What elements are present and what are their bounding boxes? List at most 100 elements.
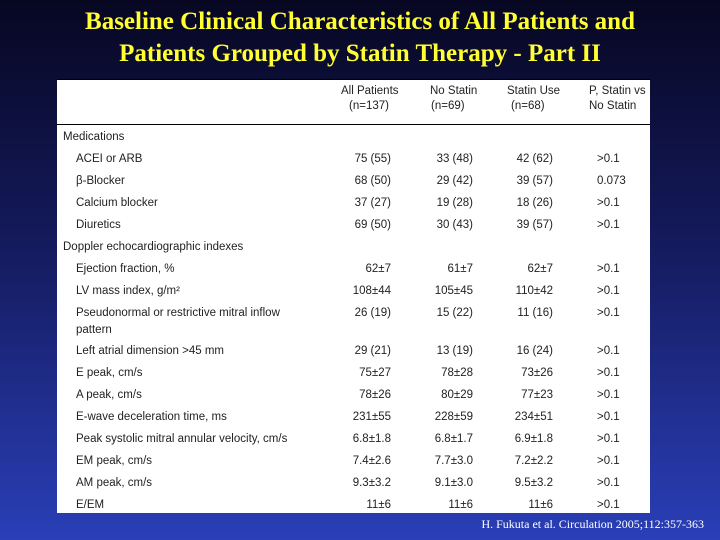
cell-statin-use: 73±26 bbox=[521, 367, 553, 379]
row-label: E-wave deceleration time, ms bbox=[76, 411, 227, 423]
table-row: Peak systolic mitral annular velocity, c… bbox=[57, 428, 650, 450]
cell-statin-use: 39 (57) bbox=[516, 219, 553, 231]
cell-statin-use: 39 (57) bbox=[516, 175, 553, 187]
table-row: AM peak, cm/s 9.3±3.2 9.1±3.0 9.5±3.2 >0.1 bbox=[57, 472, 650, 494]
table-row: E/EM 11±6 11±6 11±6 >0.1 bbox=[57, 494, 650, 516]
header-rule bbox=[57, 124, 650, 125]
cell-all-patients: 78±26 bbox=[359, 389, 391, 401]
cell-no-statin: 15 (22) bbox=[436, 307, 473, 319]
cell-all-patients: 9.3±3.2 bbox=[352, 477, 391, 489]
table-row: E peak, cm/s 75±27 78±28 73±26 >0.1 bbox=[57, 362, 650, 384]
cell-all-patients: 7.4±2.6 bbox=[352, 455, 391, 467]
row-label: AM peak, cm/s bbox=[76, 477, 153, 489]
cell-statin-use: 11 (16) bbox=[517, 307, 553, 319]
table-row: Calcium blocker 37 (27) 19 (28) 18 (26) >0.1 bbox=[57, 192, 650, 214]
cell-no-statin: 78±28 bbox=[441, 367, 473, 379]
cell-p-value: >0.1 bbox=[597, 499, 620, 511]
cell-statin-use: 62±7 bbox=[527, 263, 554, 275]
row-label: ACEI or ARB bbox=[76, 153, 143, 165]
title-line-2: Patients Grouped by Statin Therapy - Par… bbox=[119, 40, 601, 67]
row-label: Calcium blocker bbox=[76, 197, 158, 209]
title-line-1: Baseline Clinical Characteristics of All… bbox=[85, 8, 635, 35]
section-label: Doppler echocardiographic indexes bbox=[63, 241, 244, 253]
header-p-value: P, Statin vs No Statin bbox=[589, 85, 646, 112]
cell-p-value: 0.073 bbox=[597, 175, 626, 187]
table-row: ACEI or ARB 75 (55) 33 (48) 42 (62) >0.1 bbox=[57, 148, 650, 170]
cell-p-value: >0.1 bbox=[597, 477, 620, 489]
section-header-row: Doppler echocardiographic indexes bbox=[57, 236, 650, 258]
cell-no-statin: 33 (48) bbox=[436, 153, 473, 165]
cell-all-patients: 6.8±1.8 bbox=[352, 433, 391, 445]
table-row: E-wave deceleration time, ms 231±55 228±59… bbox=[57, 406, 650, 428]
cell-all-patients: 62±7 bbox=[365, 263, 392, 275]
cell-no-statin: 80±29 bbox=[441, 389, 473, 401]
cell-all-patients: 11±6 bbox=[366, 499, 391, 511]
cell-p-value: >0.1 bbox=[597, 367, 620, 379]
cell-all-patients: 29 (21) bbox=[354, 345, 391, 357]
citation: H. Fukuta et al. Circulation 2005;112:35… bbox=[481, 517, 704, 531]
row-label: LV mass index, g/m² bbox=[76, 285, 180, 297]
cell-no-statin: 105±45 bbox=[434, 285, 473, 297]
cell-all-patients: 68 (50) bbox=[354, 175, 391, 187]
row-label: A peak, cm/s bbox=[76, 389, 142, 401]
row-label: Diuretics bbox=[76, 219, 121, 231]
row-label: E peak, cm/s bbox=[76, 367, 143, 379]
cell-p-value: >0.1 bbox=[597, 153, 620, 165]
table-row: LV mass index, g/m² 108±44 105±45 110±42 >0.… bbox=[57, 280, 650, 302]
table-row: β-Blocker 68 (50) 29 (42) 39 (57) 0.073 bbox=[57, 170, 650, 192]
row-label: E/EM bbox=[76, 499, 105, 511]
cell-p-value: >0.1 bbox=[597, 345, 620, 357]
row-label: Ejection fraction, % bbox=[76, 263, 175, 275]
cell-all-patients: 75±27 bbox=[359, 367, 391, 379]
cell-p-value: >0.1 bbox=[597, 263, 620, 275]
table-row: Left atrial dimension >45 mm 29 (21) 13 (1… bbox=[57, 340, 650, 362]
cell-statin-use: 11±6 bbox=[528, 499, 553, 511]
header-no-statin: No Statin (n=69) bbox=[430, 85, 478, 112]
cell-p-value: >0.1 bbox=[597, 433, 620, 445]
cell-no-statin: 61±7 bbox=[447, 263, 474, 275]
table-row: A peak, cm/s 78±26 80±29 77±23 >0.1 bbox=[57, 384, 650, 406]
cell-no-statin: 19 (28) bbox=[436, 197, 473, 209]
cell-no-statin: 29 (42) bbox=[436, 175, 473, 187]
cell-no-statin: 6.8±1.7 bbox=[434, 433, 473, 445]
cell-p-value: >0.1 bbox=[597, 307, 620, 319]
row-label: Peak systolic mitral annular velocity, c… bbox=[76, 433, 288, 445]
cell-no-statin: 7.7±3.0 bbox=[434, 455, 473, 467]
table-row: Ejection fraction, % 62±7 61±7 62±7 >0.1 bbox=[57, 258, 650, 280]
cell-no-statin: 228±59 bbox=[434, 411, 473, 423]
row-label: Pseudonormal or restrictive mitral inflo… bbox=[76, 307, 280, 336]
table-row: EM peak, cm/s 7.4±2.6 7.7±3.0 7.2±2.2 >0.1 bbox=[57, 450, 650, 472]
cell-p-value: >0.1 bbox=[597, 219, 620, 231]
cell-statin-use: 42 (62) bbox=[516, 153, 553, 165]
table-header: All Patients (n=137) No Statin (n=69) St… bbox=[57, 84, 650, 122]
cell-all-patients: 75 (55) bbox=[354, 153, 391, 165]
cell-statin-use: 7.2±2.2 bbox=[514, 455, 553, 467]
cell-statin-use: 6.9±1.8 bbox=[514, 433, 553, 445]
cell-p-value: >0.1 bbox=[597, 285, 620, 297]
cell-p-value: >0.1 bbox=[597, 455, 620, 467]
section-label: Medications bbox=[63, 131, 125, 143]
cell-all-patients: 26 (19) bbox=[354, 307, 391, 319]
cell-no-statin: 9.1±3.0 bbox=[434, 477, 473, 489]
section-header-row: Medications bbox=[57, 126, 650, 148]
cell-p-value: >0.1 bbox=[597, 389, 620, 401]
table-row: Diuretics 69 (50) 30 (43) 39 (57) >0.1 bbox=[57, 214, 650, 236]
cell-all-patients: 37 (27) bbox=[354, 197, 391, 209]
cell-no-statin: 11±6 bbox=[448, 499, 473, 511]
row-label: EM peak, cm/s bbox=[76, 455, 153, 467]
slide-title: Baseline Clinical Characteristics of All… bbox=[0, 6, 720, 70]
cell-p-value: >0.1 bbox=[597, 197, 620, 209]
header-all-patients: All Patients (n=137) bbox=[341, 85, 399, 112]
cell-statin-use: 18 (26) bbox=[516, 197, 553, 209]
cell-statin-use: 234±51 bbox=[514, 411, 553, 423]
row-label: Left atrial dimension >45 mm bbox=[76, 345, 224, 357]
cell-p-value: >0.1 bbox=[597, 411, 620, 423]
cell-statin-use: 110±42 bbox=[515, 285, 553, 297]
cell-all-patients: 108±44 bbox=[352, 285, 391, 297]
cell-statin-use: 77±23 bbox=[521, 389, 553, 401]
row-label: β-Blocker bbox=[76, 175, 125, 187]
cell-no-statin: 13 (19) bbox=[436, 345, 473, 357]
cell-all-patients: 231±55 bbox=[352, 411, 391, 423]
cell-statin-use: 16 (24) bbox=[516, 345, 553, 357]
table-row: Pseudonormal or restrictive mitral inflo… bbox=[57, 302, 650, 340]
